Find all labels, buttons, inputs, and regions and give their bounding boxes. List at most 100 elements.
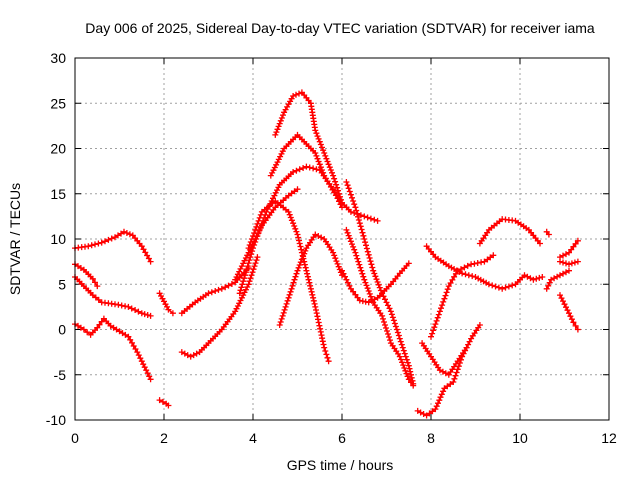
data-point — [277, 319, 284, 325]
data-point — [401, 350, 408, 357]
series-s13 — [276, 231, 345, 328]
data-point — [354, 210, 361, 217]
data-point — [443, 289, 450, 296]
data-point — [334, 184, 341, 191]
data-point — [364, 214, 371, 221]
y-axis-label: SDTVAR / TECUs — [7, 183, 23, 295]
data-point — [238, 294, 245, 301]
data-point — [247, 239, 254, 245]
data-point — [249, 269, 256, 276]
data-point — [320, 147, 327, 154]
data-point — [361, 213, 368, 220]
data-point — [358, 226, 365, 233]
y-tick-label: 20 — [50, 141, 66, 157]
data-point — [325, 358, 332, 365]
data-point — [144, 312, 151, 318]
data-point — [289, 282, 296, 289]
data-point — [353, 207, 360, 214]
data-point — [138, 243, 145, 250]
data-point — [250, 266, 257, 273]
data-point — [400, 362, 407, 369]
data-point — [254, 254, 261, 261]
data-point — [307, 282, 314, 289]
data-point — [389, 314, 396, 321]
data-point — [436, 397, 443, 404]
data-point — [257, 211, 264, 218]
data-point — [355, 217, 362, 223]
data-point — [571, 259, 578, 266]
y-tick-label: 30 — [50, 50, 66, 66]
data-point — [293, 270, 300, 277]
data-point — [366, 255, 373, 261]
data-point — [234, 271, 241, 278]
data-point — [205, 290, 212, 297]
data-point — [252, 226, 259, 233]
data-point — [243, 266, 250, 273]
data-point — [325, 161, 332, 168]
data-point — [295, 264, 302, 271]
data-point — [367, 258, 374, 265]
data-point — [322, 348, 329, 354]
data-point — [296, 237, 302, 244]
series-s16 — [343, 179, 417, 387]
data-point — [404, 359, 411, 366]
data-point — [295, 234, 302, 241]
data-point — [285, 208, 292, 215]
data-point — [310, 297, 317, 304]
data-point — [290, 93, 297, 99]
data-point — [246, 278, 253, 285]
data-point — [89, 275, 96, 282]
data-point — [294, 231, 301, 238]
data-point — [242, 269, 249, 276]
data-point — [273, 129, 280, 136]
series-s9 — [232, 186, 301, 283]
data-point — [276, 322, 283, 328]
data-point — [92, 279, 98, 286]
data-point — [281, 306, 288, 313]
data-point — [361, 276, 368, 283]
data-point — [300, 165, 307, 171]
data-point — [402, 353, 409, 360]
series-trace — [546, 270, 570, 290]
data-point — [315, 158, 322, 165]
data-point — [509, 282, 516, 289]
data-point — [316, 161, 323, 168]
data-point — [238, 263, 245, 270]
data-point — [364, 285, 371, 292]
data-point — [169, 310, 176, 317]
data-point — [294, 186, 301, 193]
data-point — [305, 276, 312, 283]
data-point — [379, 312, 386, 319]
data-point — [406, 365, 413, 372]
data-point — [127, 336, 134, 343]
series-s6 — [156, 290, 176, 317]
data-point — [267, 172, 274, 179]
data-point — [349, 194, 355, 201]
data-point — [360, 232, 367, 239]
data-point — [272, 189, 279, 196]
data-point — [256, 214, 263, 221]
data-point — [246, 242, 253, 248]
series-s26 — [557, 258, 581, 268]
data-point — [138, 310, 145, 317]
data-point — [368, 261, 375, 268]
data-point — [397, 338, 404, 345]
data-point — [444, 286, 451, 293]
data-point — [118, 302, 125, 309]
data-point — [115, 301, 122, 308]
data-point — [382, 322, 388, 328]
data-point — [236, 290, 243, 297]
data-point — [403, 356, 410, 363]
data-point — [321, 344, 328, 351]
data-point — [298, 246, 305, 253]
data-point — [392, 323, 399, 330]
data-point — [410, 382, 417, 389]
data-point — [465, 272, 472, 279]
data-point — [390, 317, 397, 324]
data-point — [359, 229, 366, 236]
data-point — [330, 172, 337, 179]
data-point — [439, 302, 446, 309]
data-point — [159, 398, 166, 405]
data-point — [332, 178, 339, 185]
data-point — [398, 356, 404, 363]
